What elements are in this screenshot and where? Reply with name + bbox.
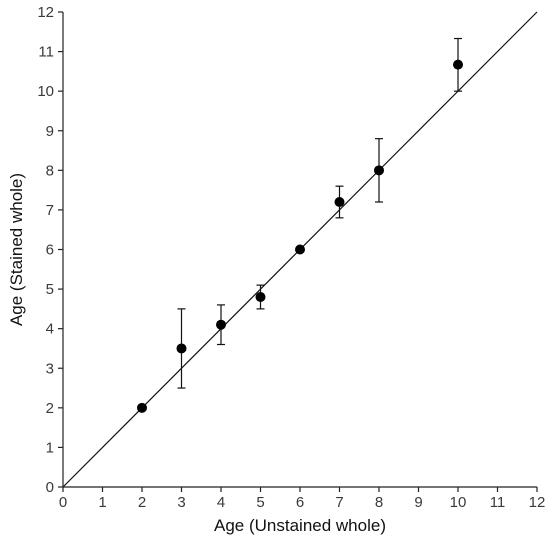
y-tick-label: 6 [46,242,54,259]
x-tick-label: 8 [375,494,383,511]
x-tick-label: 9 [414,494,422,511]
y-tick-label: 11 [38,44,54,61]
y-tick-label: 4 [46,321,54,338]
data-point [334,197,345,207]
data-point [295,244,305,255]
x-tick-label: 1 [98,494,106,511]
y-tick-label: 10 [37,83,54,100]
data-point [374,165,384,176]
error-bars [177,37,462,389]
x-tick-label: 4 [217,494,225,511]
data-point [453,59,463,70]
y-tick-label: 8 [46,162,54,179]
x-tick-label: 3 [177,494,185,511]
y-tick-label: 3 [46,360,54,377]
x-axis-title: Age (Unstained whole) [214,516,386,535]
x-tick-label: 6 [296,494,304,511]
y-tick-label: 1 [46,439,54,456]
x-tick-label: 11 [490,494,506,511]
x-tick-label: 7 [335,494,343,511]
data-points [137,59,463,413]
x-tick-label: 10 [450,494,467,511]
x-tick-label: 2 [138,494,146,511]
y-tick-label: 5 [46,281,54,298]
y-tick-label: 2 [46,400,54,417]
y-axis-title: Age (Stained whole) [7,173,26,326]
x-tick-label: 12 [529,494,546,511]
y-tick-label: 7 [46,202,54,219]
data-point [137,402,147,413]
y-tick-label: 9 [46,123,54,140]
y-tick-label: 0 [46,479,54,496]
x-tick-label: 0 [59,494,67,511]
data-point [255,292,266,302]
y-tick-label: 12 [37,4,54,21]
data-point [176,343,187,354]
x-tick-label: 5 [256,494,264,511]
data-point [216,319,226,330]
x-ticks: 0 1 2 3 4 5 6 7 8 9 10 11 12 [59,487,546,511]
